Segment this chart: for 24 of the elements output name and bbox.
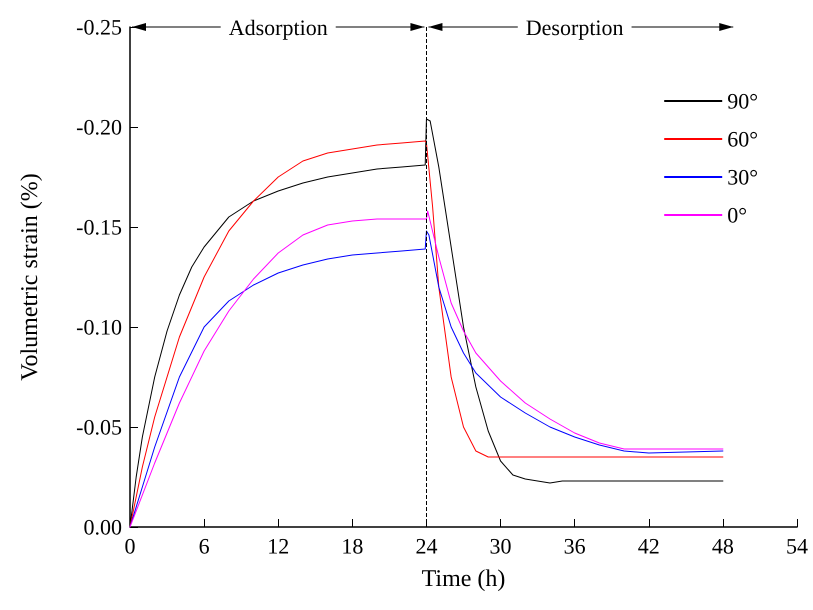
legend-label: 30° xyxy=(727,164,758,190)
x-tick-label: 54 xyxy=(786,534,808,558)
y-tick-label: 0.00 xyxy=(84,514,122,540)
x-tick-label: 24 xyxy=(415,534,438,558)
x-tick-label: 12 xyxy=(267,534,290,558)
y-tick-label: -0.05 xyxy=(76,414,122,440)
legend-label: 90° xyxy=(727,88,758,114)
annotation: Adsorption xyxy=(228,15,328,40)
y-tick-label: -0.20 xyxy=(76,114,122,140)
x-tick-label: 30 xyxy=(490,534,512,558)
x-tick-label: 6 xyxy=(198,534,210,558)
x-tick-label: 0 xyxy=(124,534,136,558)
y-axis-title: Volumetric strain (%) xyxy=(17,173,43,381)
annotation: Desorption xyxy=(526,15,624,40)
legend-label: 0° xyxy=(727,202,748,228)
y-tick-label: -0.10 xyxy=(76,314,122,340)
x-tick-label: 48 xyxy=(712,534,734,558)
legend-label: 60° xyxy=(727,126,758,152)
y-tick-label: -0.15 xyxy=(76,214,122,240)
x-tick-label: 18 xyxy=(341,534,364,558)
x-tick-label: 42 xyxy=(638,534,660,558)
y-tick-label: -0.25 xyxy=(76,14,122,40)
x-tick-label: 36 xyxy=(564,534,586,558)
x-axis-title: Time (h) xyxy=(422,566,506,592)
